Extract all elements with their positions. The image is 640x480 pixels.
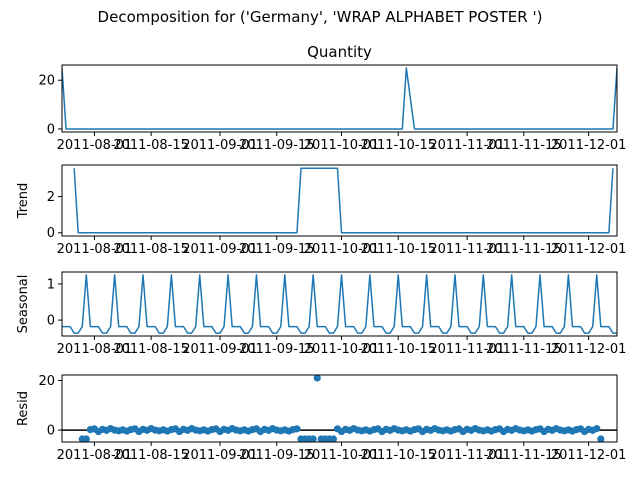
quantity-series-line	[62, 67, 617, 130]
resid-point	[293, 425, 301, 433]
x-tick-label: 2011-09-15	[239, 138, 315, 153]
axes-frame	[61, 64, 618, 133]
axes-frame	[61, 374, 618, 443]
resid-point	[82, 435, 90, 442]
axes-frame	[61, 271, 618, 337]
panel-2: 2011-08-012011-08-152011-09-012011-09-15…	[16, 271, 627, 357]
x-tick-label: 2011-11-15	[486, 448, 562, 463]
x-tick-label: 2011-08-01	[57, 342, 133, 357]
y-axis-label: Trend	[16, 183, 31, 220]
y-axis-label: Resid	[16, 391, 31, 426]
x-tick-label: 2011-09-01	[182, 448, 258, 463]
resid-point	[313, 375, 321, 382]
y-tick-label: 1	[47, 277, 55, 292]
x-tick-label: 2011-11-01	[429, 448, 505, 463]
x-tick-label: 2011-11-01	[429, 342, 505, 357]
x-tick-label: 2011-10-01	[304, 448, 380, 463]
x-tick-label: 2011-09-15	[239, 342, 315, 357]
x-tick-label: 2011-08-15	[113, 448, 189, 463]
plot-area	[62, 274, 617, 334]
x-tick-label: 2011-08-15	[113, 138, 189, 153]
panel-title: Quantity	[307, 43, 372, 61]
panels: 2011-08-012011-08-152011-09-012011-09-15…	[16, 43, 626, 463]
x-tick-label: 2011-10-15	[360, 138, 436, 153]
axes-frame	[61, 164, 618, 237]
x-tick-label: 2011-09-01	[182, 342, 258, 357]
y-tick-label: 20	[38, 74, 55, 89]
x-tick-label: 2011-11-01	[429, 138, 505, 153]
y-tick-label: 2	[47, 190, 55, 205]
resid-point	[593, 425, 601, 433]
x-tick-label: 2011-10-01	[304, 242, 380, 257]
x-tick-label: 2011-12-01	[551, 242, 627, 257]
x-tick-label: 2011-10-15	[360, 342, 436, 357]
y-tick-label: 20	[38, 374, 55, 389]
x-tick-label: 2011-11-15	[486, 138, 562, 153]
resid-point	[329, 435, 338, 442]
x-tick-label: 2011-09-15	[239, 448, 315, 463]
x-tick-label: 2011-08-15	[113, 242, 189, 257]
y-tick-label: 0	[47, 226, 55, 241]
x-tick-label: 2011-08-01	[57, 138, 133, 153]
y-tick-label: 0	[47, 424, 55, 439]
panel-3: 2011-08-012011-08-152011-09-012011-09-15…	[16, 374, 626, 463]
y-axis-label: Seasonal	[16, 275, 31, 334]
x-tick-label: 2011-09-01	[182, 242, 258, 257]
resid-point	[597, 435, 605, 442]
plot-area	[62, 375, 617, 442]
y-tick-label: 0	[47, 314, 55, 329]
plot-area	[62, 67, 617, 130]
figure-suptitle: Decomposition for ('Germany', 'WRAP ALPH…	[98, 8, 543, 26]
x-tick-label: 2011-11-15	[486, 342, 562, 357]
x-tick-label: 2011-08-15	[113, 342, 189, 357]
x-tick-label: 2011-10-01	[304, 138, 380, 153]
plot-area	[73, 167, 614, 234]
panel-1: 2011-08-012011-08-152011-09-012011-09-15…	[16, 164, 627, 257]
x-tick-label: 2011-08-01	[57, 242, 133, 257]
x-tick-label: 2011-12-01	[551, 448, 627, 463]
x-tick-label: 2011-08-01	[57, 448, 133, 463]
x-tick-label: 2011-10-15	[360, 448, 436, 463]
x-tick-label: 2011-11-01	[429, 242, 505, 257]
panel-0: 2011-08-012011-08-152011-09-012011-09-15…	[38, 43, 626, 153]
x-tick-label: 2011-12-01	[551, 342, 627, 357]
x-tick-label: 2011-10-15	[360, 242, 436, 257]
seasonal-series-line	[62, 274, 617, 334]
x-tick-label: 2011-09-01	[182, 138, 258, 153]
trend-series-line	[73, 167, 614, 234]
y-tick-label: 0	[47, 122, 55, 137]
x-tick-label: 2011-12-01	[551, 138, 627, 153]
x-tick-label: 2011-09-15	[239, 242, 315, 257]
x-tick-label: 2011-11-15	[486, 242, 562, 257]
x-tick-label: 2011-10-01	[304, 342, 380, 357]
resid-point	[309, 435, 317, 442]
